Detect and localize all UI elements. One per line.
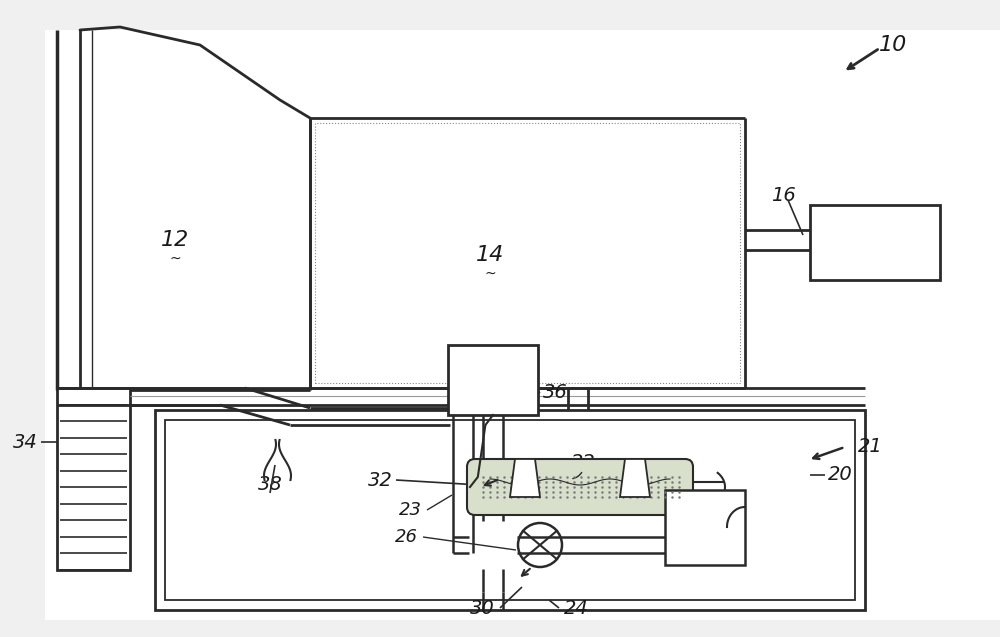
Text: 18: 18 bbox=[863, 229, 887, 248]
Text: 22: 22 bbox=[571, 452, 595, 471]
Text: 16: 16 bbox=[771, 185, 795, 204]
FancyBboxPatch shape bbox=[467, 459, 693, 515]
Bar bbox=[165, 420, 855, 600]
Text: ~: ~ bbox=[870, 249, 880, 262]
Text: 14: 14 bbox=[476, 245, 504, 265]
Text: 24: 24 bbox=[564, 599, 589, 617]
Text: 32: 32 bbox=[368, 471, 393, 489]
Polygon shape bbox=[510, 459, 540, 497]
Bar bbox=[448, 345, 538, 415]
Text: ~: ~ bbox=[484, 267, 496, 281]
Text: 30: 30 bbox=[470, 599, 495, 617]
Bar bbox=[315, 123, 740, 383]
Bar bbox=[665, 490, 745, 565]
Text: 36: 36 bbox=[543, 383, 568, 403]
Bar bbox=[810, 205, 940, 280]
Text: 21: 21 bbox=[858, 438, 883, 457]
Text: 27: 27 bbox=[718, 510, 743, 529]
Text: 23: 23 bbox=[399, 501, 422, 519]
Text: 26: 26 bbox=[395, 528, 418, 546]
Polygon shape bbox=[620, 459, 650, 497]
Text: 10: 10 bbox=[879, 35, 907, 55]
Text: 34: 34 bbox=[13, 433, 38, 452]
Text: ~: ~ bbox=[169, 252, 181, 266]
Text: 12: 12 bbox=[161, 230, 189, 250]
Bar bbox=[155, 410, 865, 610]
Bar bbox=[57, 388, 130, 570]
Text: 38: 38 bbox=[258, 475, 282, 494]
Text: 20: 20 bbox=[828, 466, 853, 485]
